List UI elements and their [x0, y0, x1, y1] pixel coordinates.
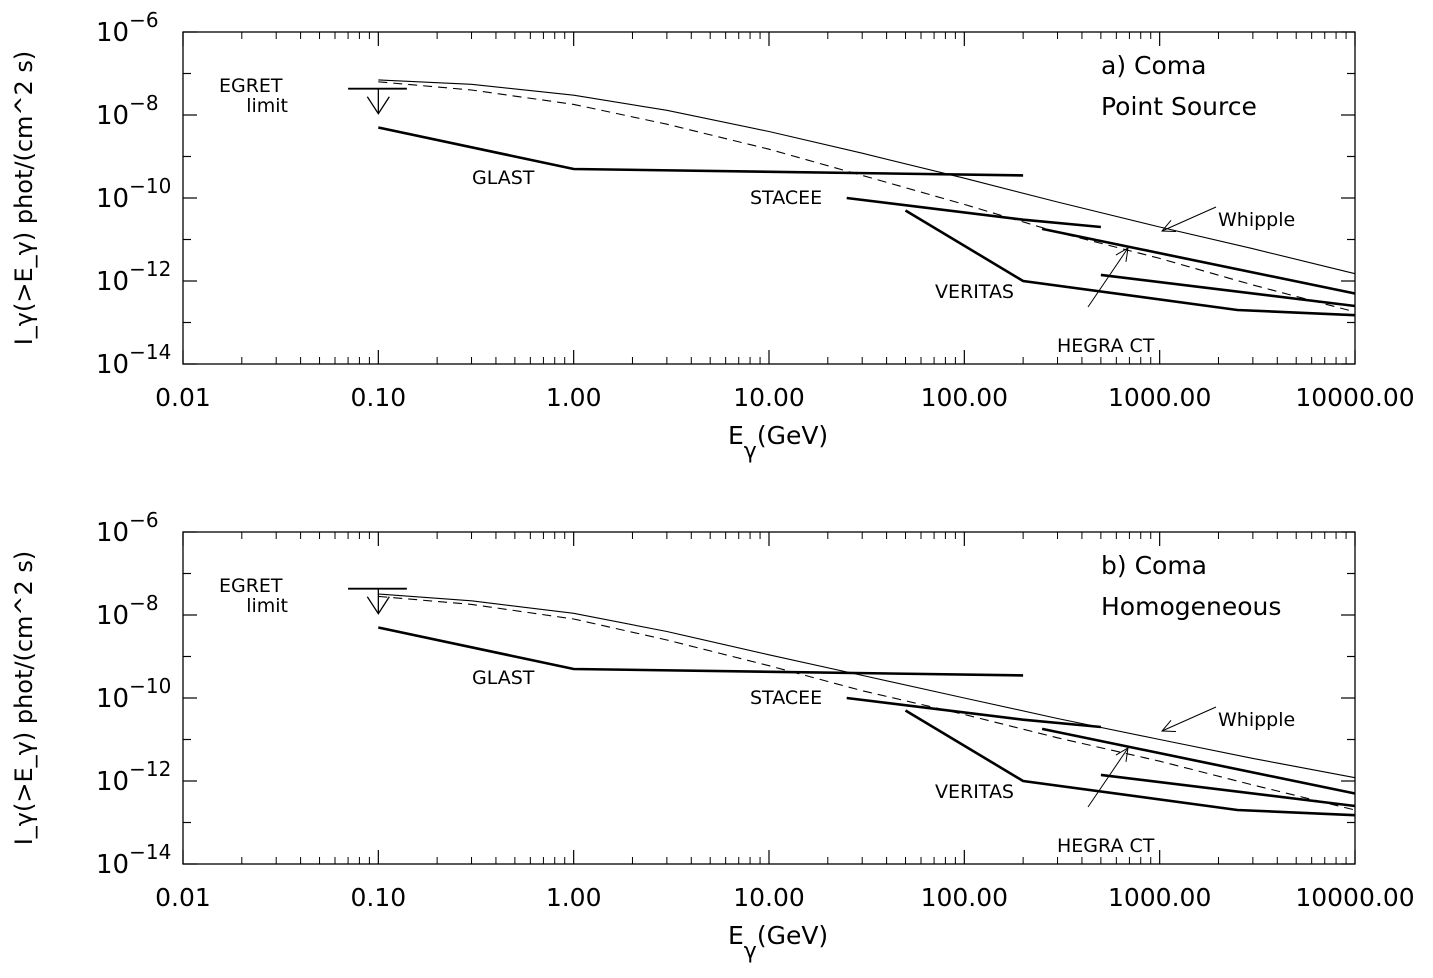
x-axis-title: Eγ(GeV) — [728, 421, 828, 464]
egret-label-2: limit — [246, 595, 288, 617]
instrument-label: VERITAS — [935, 281, 1014, 303]
sensitivity-hegra-ct — [1100, 273, 1356, 308]
panel-subtitle: Homogeneous — [1101, 592, 1281, 621]
x-tick-label: 0.10 — [350, 883, 406, 912]
instrument-label: STACEE — [750, 687, 822, 709]
x-tick-label: 100.00 — [921, 883, 1008, 912]
x-tick-label: 100.00 — [921, 383, 1008, 412]
y-tick-label: 10−14 — [96, 340, 171, 380]
egret-limit-arrowhead — [366, 96, 390, 115]
y-tick-label: 10−10 — [96, 674, 171, 714]
egret-limit-arrowhead — [366, 596, 390, 615]
sensitivity-stacee — [846, 196, 1102, 229]
chart-panel-a: 0.01 0.10 1.00 10.00 100.00 1000.00 10000.00 10… — [10, 8, 1415, 464]
arrow-head — [1160, 219, 1177, 232]
instrument-label: STACEE — [750, 187, 822, 209]
instrument-label: VERITAS — [935, 781, 1014, 803]
panel-title: b) Coma — [1101, 551, 1207, 580]
x-tick-label: 10000.00 — [1295, 383, 1414, 412]
arrow-head — [1115, 247, 1129, 262]
y-tick-label: 10−14 — [96, 840, 171, 880]
sensitivity-hegra-ct — [1100, 773, 1356, 808]
x-tick-label: 1000.00 — [1108, 383, 1211, 412]
egret-label: EGRET — [219, 75, 283, 97]
model-curve-dashed — [378, 595, 1356, 811]
y-axis-title: I_γ(>E_γ) phot/(cm^2 s) — [10, 51, 38, 346]
y-tick-label: 10−8 — [96, 91, 159, 131]
x-tick-label: 0.01 — [155, 883, 211, 912]
instrument-label: GLAST — [472, 167, 535, 189]
sensitivity-glast — [378, 626, 1024, 677]
instrument-label: HEGRA CT — [1057, 335, 1155, 357]
label-arrow — [1161, 706, 1217, 732]
arrow-head — [1115, 747, 1129, 762]
instrument-label: Whipple — [1218, 709, 1295, 731]
instrument-label: Whipple — [1218, 209, 1295, 231]
instrument-label: HEGRA CT — [1057, 835, 1155, 857]
x-tick-label: 1000.00 — [1108, 883, 1211, 912]
x-tick-label: 10.00 — [733, 383, 805, 412]
y-tick-label: 10−8 — [96, 591, 159, 631]
y-tick-label: 10−12 — [96, 257, 171, 297]
model-curve-solid — [378, 593, 1356, 779]
x-axis-title: Eγ(GeV) — [728, 921, 828, 964]
label-arrow — [1087, 247, 1129, 308]
x-tick-label: 10.00 — [733, 883, 805, 912]
sensitivity-whipple — [1041, 227, 1356, 295]
y-tick-label: 10−12 — [96, 757, 171, 797]
y-axis-title: I_γ(>E_γ) phot/(cm^2 s) — [10, 551, 38, 846]
egret-label: EGRET — [219, 575, 283, 597]
x-tick-label: 0.01 — [155, 383, 211, 412]
arrow-head — [1160, 719, 1177, 732]
x-tick-label: 1.00 — [546, 883, 602, 912]
y-tick-label: 10−6 — [96, 8, 159, 48]
x-tick-label: 0.10 — [350, 383, 406, 412]
sensitivity-stacee — [846, 696, 1102, 729]
panel-title: a) Coma — [1101, 51, 1206, 80]
y-tick-label: 10−6 — [96, 508, 159, 548]
sensitivity-whipple — [1041, 727, 1356, 795]
instrument-label: GLAST — [472, 667, 535, 689]
egret-label-2: limit — [246, 95, 288, 117]
x-tick-label: 1.00 — [546, 383, 602, 412]
sensitivity-veritas — [904, 709, 1356, 817]
x-tick-label: 10000.00 — [1295, 883, 1414, 912]
label-arrow — [1161, 206, 1217, 232]
chart-panel-b: 0.01 0.10 1.00 10.00 100.00 1000.00 10000.00 10… — [10, 508, 1415, 964]
y-tick-label: 10−10 — [96, 174, 171, 214]
sensitivity-veritas — [904, 209, 1356, 317]
sensitivity-glast — [378, 126, 1024, 177]
model-curve-solid — [378, 79, 1356, 275]
panel-subtitle: Point Source — [1101, 92, 1257, 121]
label-arrow — [1087, 747, 1129, 808]
